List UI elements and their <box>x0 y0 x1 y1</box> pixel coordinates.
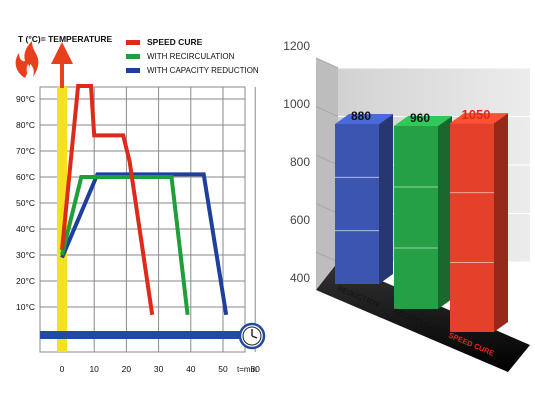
clock-icon <box>238 322 266 350</box>
gridline-side <box>315 251 339 263</box>
grid-frame <box>39 86 246 353</box>
chart-side-wall <box>316 58 338 290</box>
temperature-axis-bar <box>57 86 67 352</box>
y-tick-label: 60°C <box>16 172 35 182</box>
bar-front <box>450 123 494 332</box>
x-tick-label: 60 <box>250 364 260 374</box>
series-line <box>60 84 155 316</box>
bar <box>450 113 508 332</box>
y-tick-label: 70°C <box>16 146 35 156</box>
y-tick-label: 1000 <box>283 97 310 111</box>
x-tick-labels: 0 10 20 30 40 50 60 <box>60 364 261 374</box>
bar-side <box>379 114 393 284</box>
x-tick-label: 0 <box>60 364 65 374</box>
gridline-side <box>315 106 339 117</box>
legend-swatch <box>126 54 140 59</box>
bars: 880 960 1050 <box>335 107 508 332</box>
bar <box>394 116 452 309</box>
x-tick-label: 10 <box>89 364 99 374</box>
legend: SPEED CURE WITH RECIRCULATION WITH CAPACIT… <box>126 37 259 75</box>
bar-side <box>438 116 452 309</box>
x-tick-label: 50 <box>218 364 228 374</box>
y-tick-label: 50°C <box>16 198 35 208</box>
x-tick-label: 40 <box>186 364 196 374</box>
gridline-side <box>315 154 339 166</box>
y-tick-label: 400 <box>290 271 310 285</box>
bar-value-label: 960 <box>410 111 430 125</box>
y-tick-label: 10°C <box>16 302 35 312</box>
y-tick-label: 40°C <box>16 224 35 234</box>
y-tick-label: 600 <box>290 213 310 227</box>
flame-icon <box>15 41 39 78</box>
y-axis-label: T (°C)= TEMPERATURE <box>18 34 112 44</box>
chart-floor <box>316 262 530 372</box>
legend-label: WITH RECIRCULATION <box>147 52 235 61</box>
arrow-shaft <box>60 62 64 88</box>
series-line <box>60 175 190 316</box>
arrow-head <box>51 42 73 64</box>
legend-swatch <box>126 40 140 45</box>
y-tick-label: 80°C <box>16 120 35 130</box>
y-tick-label: 30°C <box>16 250 35 260</box>
gridline-side <box>315 57 339 69</box>
y-tick-labels: 400 600 800 1000 1200 <box>283 39 310 285</box>
legend-label: SPEED CURE <box>147 37 203 47</box>
time-axis-bar <box>40 331 245 339</box>
bar-value-label: 1050 <box>462 107 491 122</box>
bar-top <box>335 114 393 124</box>
y-tick-label: 800 <box>290 155 310 169</box>
legend-label: WITH CAPACITY REDUCTION <box>147 66 259 75</box>
bar-side <box>494 113 508 332</box>
y-tick-labels: 10°C 20°C 30°C 40°C 50°C 60°C 70°C 80°C 90°C <box>16 94 35 312</box>
series-line <box>60 172 229 316</box>
x-tick-label: 20 <box>122 364 132 374</box>
bar <box>335 114 393 284</box>
legend-swatch <box>126 68 140 73</box>
x-axis-label: t=min <box>237 365 257 374</box>
bar-top <box>450 113 508 124</box>
y-tick-label: 1200 <box>283 39 310 53</box>
gridline-side <box>315 203 339 214</box>
bar-front <box>394 126 438 309</box>
chart-series <box>60 84 229 316</box>
temperature-arrow <box>51 42 73 88</box>
y-tick-label: 20°C <box>16 276 35 286</box>
bar-value-label: 880 <box>351 109 371 123</box>
y-tick-label: 90°C <box>16 94 35 104</box>
x-tick-label: 30 <box>154 364 164 374</box>
temperature-time-chart: 10°C 20°C 30°C 40°C 50°C 60°C 70°C 80°C 90°C 0 10… <box>15 34 266 374</box>
bar-front <box>335 124 379 284</box>
bar-top <box>394 116 452 126</box>
